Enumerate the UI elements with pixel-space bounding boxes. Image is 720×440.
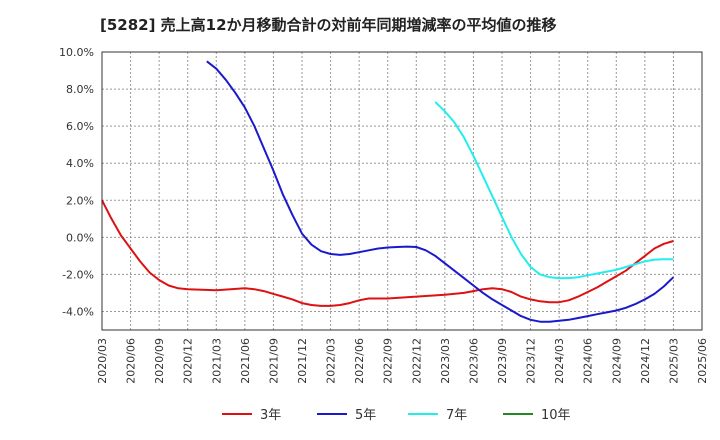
x-tick-label: 2024/06 [582, 338, 595, 384]
x-tick-label: 2022/09 [382, 338, 395, 384]
series-line-3年 [101, 199, 674, 307]
legend-label: 7年 [446, 408, 467, 423]
x-tick-label: 2025/06 [696, 338, 709, 384]
y-tick-label: -2.0% [62, 268, 94, 281]
x-tick-label: 2020/12 [182, 338, 195, 384]
x-tick-label: 2021/09 [267, 338, 280, 384]
x-tick-label: 2020/09 [153, 338, 166, 384]
y-tick-label: 8.0% [66, 83, 94, 96]
series-lines [101, 60, 675, 323]
x-tick-label: 2022/12 [410, 338, 423, 384]
y-tick-label: 4.0% [66, 157, 94, 170]
y-tick-label: 6.0% [66, 120, 94, 133]
series-line-5年 [206, 60, 675, 323]
series-line-7年 [434, 101, 674, 280]
x-tick-label: 2020/06 [125, 338, 138, 384]
y-tick-label: -4.0% [62, 305, 94, 318]
x-tick-label: 2021/03 [210, 338, 223, 384]
y-tick-label: 10.0% [59, 46, 94, 59]
y-tick-label: 0.0% [66, 231, 94, 244]
plot-area-frame [101, 51, 703, 331]
x-tick-label: 2023/06 [467, 338, 480, 384]
legend: 3年 5年 7年 10年 [222, 408, 571, 423]
x-axis-ticks: 2020/03 2020/06 2020/09 2020/12 2021/03 2021/… [96, 338, 709, 384]
legend-label: 5年 [355, 408, 376, 423]
x-tick-label: 2025/03 [667, 338, 680, 384]
x-tick-label: 2023/09 [496, 338, 509, 384]
legend-label: 3年 [260, 408, 281, 423]
x-tick-label: 2021/12 [296, 338, 309, 384]
x-tick-label: 2021/06 [239, 338, 252, 384]
y-tick-label: 2.0% [66, 194, 94, 207]
grid [102, 51, 702, 330]
x-tick-label: 2022/03 [325, 338, 338, 384]
chart-title: [5282] 売上高12か月移動合計の対前年同期増減率の平均値の推移 [100, 16, 557, 34]
x-tick-label: 2023/03 [439, 338, 452, 384]
legend-label: 10年 [541, 408, 571, 423]
x-tick-label: 2024/09 [610, 338, 623, 384]
x-tick-label: 2024/12 [639, 338, 652, 384]
x-tick-label: 2023/12 [525, 338, 538, 384]
y-axis-ticks: 10.0% 8.0% 6.0% 4.0% 2.0% 0.0% -2.0% -4.0% [59, 46, 94, 318]
x-tick-label: 2022/06 [353, 338, 366, 384]
x-tick-label: 2024/03 [553, 338, 566, 384]
x-tick-label: 2020/03 [96, 338, 109, 384]
